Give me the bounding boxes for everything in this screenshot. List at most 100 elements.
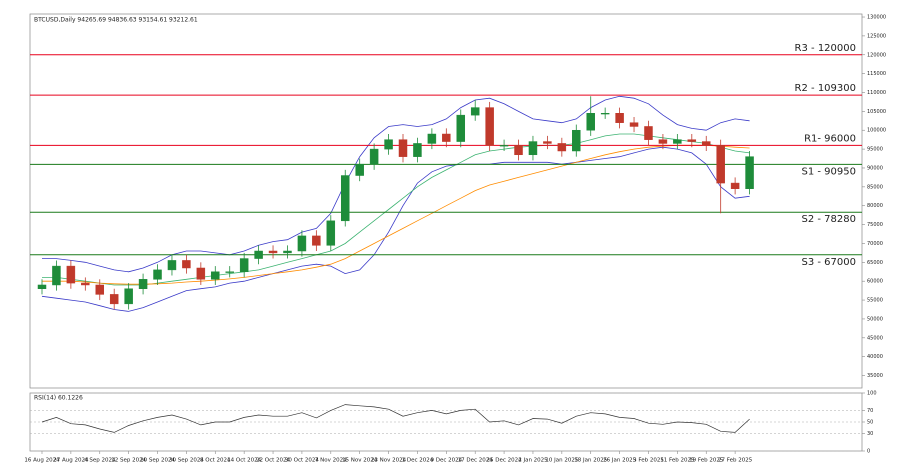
candle-body (268, 250, 278, 254)
level-label: S3 - 67000 (802, 257, 857, 268)
candle-body (413, 143, 422, 157)
y-tick-label: 75000 (867, 222, 883, 228)
y-tick-label: 90000 (867, 165, 883, 171)
candle-body (514, 145, 523, 156)
indicator-line (42, 95, 750, 273)
candle-body (543, 141, 552, 144)
y-tick-label: 50 (867, 420, 873, 426)
candle-body (658, 139, 668, 144)
candle-body (730, 182, 740, 189)
y-tick-label: 60000 (867, 279, 883, 285)
candle-body (442, 133, 451, 142)
y-tick-label: 40000 (867, 354, 883, 360)
x-tick-label: 20 Sep 2024 (140, 458, 175, 464)
y-tick-label: 80000 (867, 203, 883, 209)
candle-body (701, 141, 711, 146)
x-tick-label: 18 Jan 2025 (574, 458, 607, 464)
candle-body (225, 271, 234, 273)
chart-title: BTCUSD,Daily 94265.69 94836.63 93154.61 … (34, 17, 198, 24)
candle-body (629, 122, 639, 127)
candle-body (283, 250, 292, 254)
x-tick-label: 1 Dec 2024 (402, 458, 434, 464)
y-tick-label: 85000 (867, 184, 883, 190)
y-tick-label: 125000 (867, 33, 886, 39)
y-tick-label: 65000 (867, 260, 883, 266)
candle-body (485, 107, 494, 146)
candle-body (81, 282, 90, 286)
level-label: S2 - 78280 (802, 214, 857, 225)
y-tick-label: 120000 (867, 52, 886, 58)
candle-body (470, 107, 480, 116)
candle-body (716, 145, 725, 184)
rsi-line (41, 404, 750, 433)
x-tick-label: 4 Sep 2024 (84, 458, 116, 464)
candle-body (572, 129, 581, 152)
candle-body (167, 260, 177, 271)
rsi-title: RSI(14) 60.1226 (34, 395, 83, 402)
candle-body (196, 267, 206, 280)
candle-body (355, 163, 364, 176)
candle-body (37, 284, 47, 289)
candle-body (109, 294, 119, 305)
indicator-line (41, 146, 750, 312)
x-tick-label: 26 Jan 2025 (603, 458, 636, 464)
y-tick-label: 95000 (867, 147, 883, 153)
y-tick-label: 110000 (867, 90, 886, 96)
x-tick-label: 8 Oct 2024 (200, 458, 231, 464)
y-tick-label: 100000 (867, 128, 886, 134)
level-label: R2 - 109300 (795, 83, 856, 94)
candle-body (499, 145, 509, 147)
y-tick-label: 130000 (867, 15, 886, 21)
x-tick-label: 30 Oct 2024 (285, 458, 320, 464)
price-frame (29, 13, 863, 389)
y-tick-label: 115000 (867, 71, 886, 77)
y-tick-label: 30 (867, 431, 873, 437)
candle-body (95, 284, 105, 295)
x-tick-label: 2 Jan 2025 (518, 458, 548, 464)
x-tick-label: 27 Feb 2025 (718, 458, 753, 464)
x-tick-label: 11 Feb 2025 (660, 458, 695, 464)
x-tick-label: 17 Dec 2024 (458, 458, 494, 464)
candle-body (239, 258, 249, 273)
x-tick-label: 19 Feb 2025 (689, 458, 724, 464)
level-label: S1 - 90950 (802, 166, 857, 177)
x-tick-label: 7 Nov 2024 (315, 458, 347, 464)
x-tick-label: 9 Dec 2024 (430, 458, 462, 464)
candle-body (398, 139, 408, 157)
y-tick-label: 105000 (867, 109, 886, 115)
x-tick-label: 25 Dec 2024 (487, 458, 523, 464)
candle-body (456, 114, 466, 142)
candle-body (615, 113, 624, 123)
candle-body (52, 265, 61, 286)
candle-body (644, 126, 653, 140)
level-label: R3 - 120000 (795, 43, 856, 54)
candle-body (312, 235, 321, 246)
candle-body (673, 139, 682, 144)
indicator-line (42, 144, 750, 285)
y-tick-label: 35000 (867, 373, 883, 379)
x-tick-label: 27 Aug 2024 (53, 458, 89, 464)
x-tick-label: 12 Sep 2024 (111, 458, 146, 464)
indicator-line (42, 133, 750, 286)
y-tick-label: 45000 (867, 335, 883, 341)
candle-body (124, 288, 133, 305)
y-tick-label: 0 (867, 449, 870, 455)
candle-body (384, 139, 393, 150)
y-tick-label: 100 (867, 391, 877, 397)
candle-body (66, 265, 76, 284)
x-tick-label: 23 Nov 2024 (371, 458, 407, 464)
y-tick-label: 70000 (867, 241, 883, 247)
x-tick-label: 16 Aug 2024 (24, 458, 60, 464)
x-tick-label: 14 Oct 2024 (227, 458, 262, 464)
candle-body (340, 175, 350, 222)
candle-body (254, 250, 263, 259)
x-tick-label: 22 Oct 2024 (256, 458, 291, 464)
y-tick-label: 70 (867, 408, 873, 414)
candle-body (600, 113, 610, 115)
candle-body (427, 133, 437, 144)
x-tick-label: 3 Feb 2025 (633, 458, 664, 464)
candle-body (528, 141, 538, 156)
candle-body (326, 220, 336, 246)
